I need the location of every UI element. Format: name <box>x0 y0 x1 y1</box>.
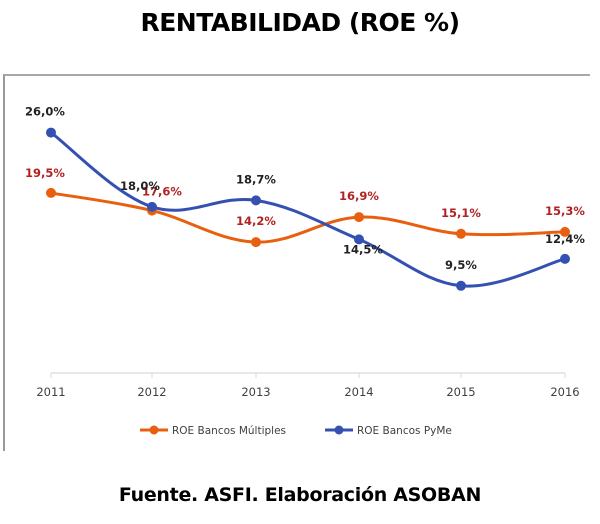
legend-swatch-marker <box>334 425 344 435</box>
x-tick-label: 2012 <box>137 385 166 399</box>
data-point <box>560 253 570 264</box>
data-label: 16,9% <box>339 189 379 203</box>
x-tick-label: 2015 <box>446 385 475 399</box>
data-label: 14,5% <box>343 242 383 256</box>
source-note: Fuente. ASFI. Elaboración ASOBAN <box>118 484 482 506</box>
x-tick-label: 2016 <box>550 385 579 399</box>
data-label: 19,5% <box>25 166 65 180</box>
data-label: 18,7% <box>236 172 276 186</box>
legend-swatch-marker <box>149 425 159 435</box>
data-point <box>456 228 466 239</box>
x-tick-label: 2011 <box>36 385 65 399</box>
data-label: 17,6% <box>142 185 182 199</box>
legend: ROE Bancos Múltiples ROE Bancos PyMe <box>140 425 452 437</box>
series-lines <box>49 131 567 288</box>
legend-label: ROE Bancos Múltiples <box>172 425 286 437</box>
series-points <box>46 127 570 291</box>
x-tick-label: 2013 <box>241 385 270 399</box>
data-label: 15,3% <box>545 204 585 218</box>
data-label: 12,4% <box>545 232 585 246</box>
data-label: 9,5% <box>445 258 477 272</box>
legend-label: ROE Bancos PyMe <box>357 425 452 437</box>
data-point <box>46 187 56 198</box>
data-label: 14,2% <box>236 214 276 228</box>
data-point <box>147 201 157 212</box>
data-point <box>46 127 56 138</box>
data-point <box>354 212 364 223</box>
chart-frame <box>3 74 590 451</box>
series-line-pyme <box>49 131 567 288</box>
data-point <box>560 226 570 237</box>
x-axis: 2011 2012 2013 2014 2015 2016 <box>36 372 580 399</box>
series-line-multiples <box>49 191 567 244</box>
data-label: 26,0% <box>25 105 65 119</box>
x-tick-label: 2014 <box>344 385 373 399</box>
data-point <box>251 237 261 248</box>
data-point <box>456 280 466 291</box>
data-label: 18,0% <box>120 179 160 193</box>
data-point <box>354 234 364 245</box>
data-labels: 19,5% 17,6% 14,2% 16,9% 15,1% 15,3% 26,0% 18,0%… <box>25 105 585 272</box>
data-point <box>251 195 261 206</box>
data-label: 15,1% <box>441 206 481 220</box>
chart-title: RENTABILIDAD (ROE %) <box>140 8 460 37</box>
